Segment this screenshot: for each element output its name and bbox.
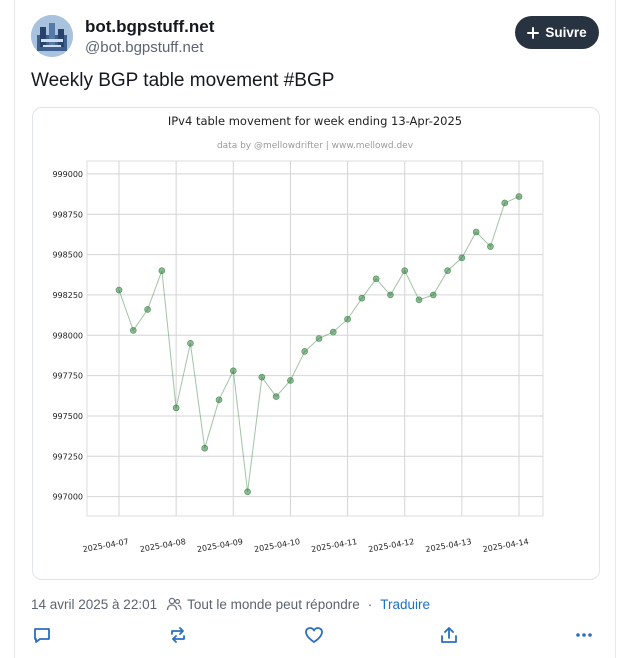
data-point xyxy=(187,340,194,347)
x-tick-label: 2025-04-10 xyxy=(253,537,300,554)
data-point xyxy=(144,306,151,313)
y-tick-label: 998500 xyxy=(52,251,83,260)
share-button[interactable] xyxy=(436,622,462,648)
plot-area xyxy=(86,160,544,517)
y-tick-label: 997250 xyxy=(52,452,83,461)
series-line xyxy=(118,196,520,492)
data-point xyxy=(215,396,223,404)
repost-icon xyxy=(171,627,185,643)
post-text: Weekly BGP table movement #BGP xyxy=(31,70,335,91)
data-point xyxy=(429,291,437,299)
data-point xyxy=(158,267,166,275)
x-tick-label: 2025-04-12 xyxy=(368,537,415,554)
reply-setting[interactable]: Tout le monde peut répondre xyxy=(187,596,360,612)
post-timestamp[interactable]: 14 avril 2025 à 22:01 xyxy=(31,596,158,612)
data-point xyxy=(272,393,280,400)
data-point xyxy=(201,444,209,452)
y-tick-label: 997500 xyxy=(52,412,83,421)
post-frame xyxy=(14,0,616,658)
x-tick-label: 2025-04-13 xyxy=(425,537,472,554)
post-meta: 14 avril 2025 à 22:01 Tout le monde peut… xyxy=(31,596,430,612)
y-tick-label: 998000 xyxy=(52,331,83,340)
data-point xyxy=(287,377,294,384)
y-tick-label: 999000 xyxy=(52,170,83,179)
x-tick-label: 2025-04-11 xyxy=(311,537,358,554)
x-tick-label: 2025-04-07 xyxy=(82,537,129,554)
data-point xyxy=(115,286,123,294)
y-tick-label: 997750 xyxy=(52,372,83,381)
y-tick-label: 998250 xyxy=(52,291,83,300)
y-tick-label: 997000 xyxy=(52,493,83,502)
chart-title: IPv4 table movement for week ending 13-A… xyxy=(168,114,462,128)
x-tick-label: 2025-04-14 xyxy=(482,537,529,554)
x-tick-label: 2025-04-09 xyxy=(196,537,243,554)
data-point xyxy=(344,315,351,323)
data-point xyxy=(372,275,380,283)
meta-separator: · xyxy=(367,596,373,612)
chart-svg: IPv4 table movement for week ending 13-A… xyxy=(52,114,544,554)
share-icon xyxy=(441,627,457,643)
data-point xyxy=(244,488,251,496)
data-point xyxy=(458,254,466,262)
data-point xyxy=(315,335,323,342)
author-name[interactable]: bot.bgpstuff.net xyxy=(85,17,215,36)
author-handle[interactable]: @bot.bgpstuff.net xyxy=(85,39,204,56)
more-icon xyxy=(576,633,592,637)
plus-icon xyxy=(527,26,540,39)
data-point xyxy=(329,328,337,336)
data-point xyxy=(229,367,237,375)
chart-subtitle: data by @mellowdrifter | www.mellowd.dev xyxy=(217,141,414,151)
post-actions xyxy=(0,622,618,650)
people-icon xyxy=(166,597,182,611)
data-point xyxy=(401,267,409,275)
bot-avatar-image xyxy=(31,15,73,57)
data-point xyxy=(358,294,366,302)
data-point xyxy=(301,348,309,355)
heart-icon xyxy=(305,627,323,643)
data-point xyxy=(415,296,423,304)
follow-label: Suivre xyxy=(545,25,587,40)
chart-image[interactable]: IPv4 table movement for week ending 13-A… xyxy=(32,107,600,580)
data-point xyxy=(258,373,266,381)
x-tick-label: 2025-04-08 xyxy=(139,537,186,554)
more-button[interactable] xyxy=(571,622,597,648)
like-button[interactable] xyxy=(301,622,327,648)
y-tick-label: 998750 xyxy=(52,210,83,219)
data-point xyxy=(472,228,480,236)
follow-button[interactable]: Suivre xyxy=(515,16,599,49)
data-point xyxy=(172,404,180,412)
data-point xyxy=(515,193,523,200)
data-point xyxy=(387,291,394,299)
translate-link[interactable]: Traduire xyxy=(380,596,431,612)
data-point xyxy=(487,243,494,250)
data-point xyxy=(444,267,451,275)
repost-button[interactable] xyxy=(165,622,191,648)
reply-button[interactable] xyxy=(29,622,55,648)
data-point xyxy=(501,199,509,207)
data-point xyxy=(129,327,137,334)
reply-icon xyxy=(34,628,50,643)
avatar[interactable] xyxy=(31,15,73,57)
